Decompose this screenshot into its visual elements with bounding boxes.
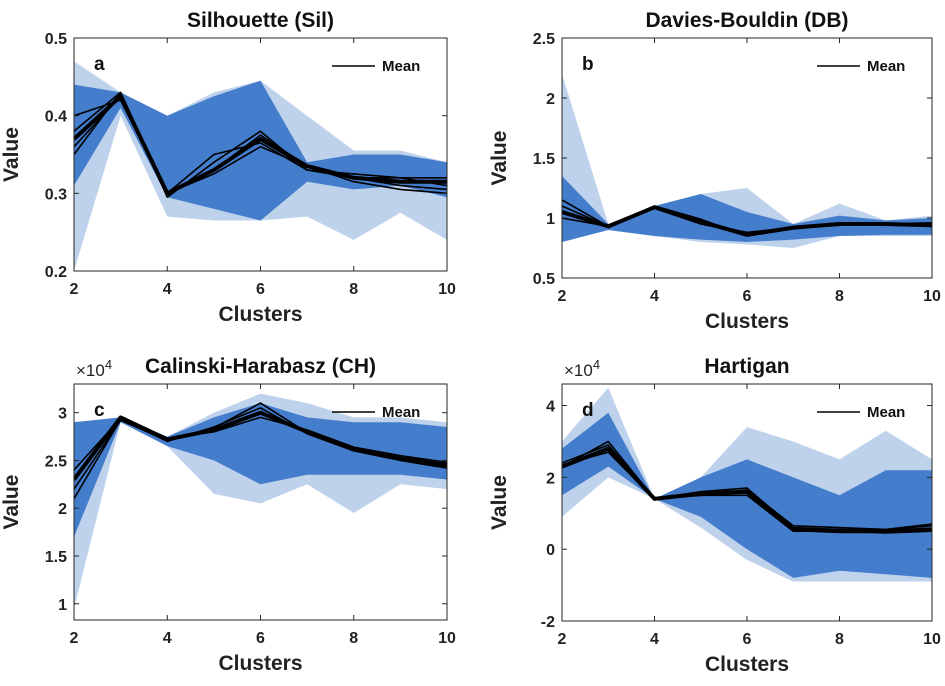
x-axis-label-a: Clusters — [218, 303, 302, 326]
legend-c: Mean — [332, 404, 420, 421]
legend-d: Mean — [817, 404, 905, 421]
y-exponent-label-c: ×104 — [76, 357, 112, 380]
x-tick-label-c-4: 10 — [438, 630, 456, 647]
x-tick-label-b-2: 6 — [743, 288, 752, 305]
y-tick-label-b-0: 0.5 — [533, 271, 555, 288]
legend-label-d: Mean — [867, 404, 905, 421]
mean-line-b-3 — [562, 205, 932, 234]
x-tick-label-d-2: 6 — [743, 631, 752, 648]
y-tick-label-a-0: 0.2 — [45, 264, 67, 281]
panel-letter-a: a — [94, 54, 105, 75]
y-tick-label-b-1: 1 — [546, 211, 555, 228]
y-tick-label-d-3: 4 — [546, 399, 555, 416]
x-tick-label-d-4: 10 — [923, 631, 941, 648]
panel-letter-c: c — [94, 400, 105, 421]
exponent-power-d: 4 — [593, 357, 600, 372]
chart-title-d: Hartigan — [704, 355, 789, 378]
y-tick-label-d-0: -2 — [541, 614, 555, 631]
exponent-power-c: 4 — [105, 357, 112, 372]
panel-b: 2 4 6 8 10 0.5 1 1.5 2 2.5 Davies-Bouldin (DB) Clus… — [488, 9, 941, 333]
y-axis-label-c: Value — [0, 475, 23, 530]
x-tick-label-d-3: 8 — [835, 631, 844, 648]
legend-label-c: Mean — [382, 404, 420, 421]
plot-area-b — [562, 74, 932, 248]
x-axis-label-d: Clusters — [705, 653, 789, 676]
x-tick-label-a-1: 4 — [163, 281, 172, 298]
x-tick-label-d-0: 2 — [558, 631, 567, 648]
legend-label-b: Mean — [867, 58, 905, 75]
y-tick-label-d-2: 2 — [546, 470, 555, 487]
y-axis-label-b: Value — [488, 131, 511, 186]
panel-c: 2 4 6 8 10 1 1.5 2 2.5 3 Calinski-Harabasz (CH) ×10… — [0, 355, 456, 675]
mean-line-d-2 — [562, 451, 932, 534]
panel-letter-d: d — [582, 400, 594, 421]
envelope-band-c — [74, 403, 447, 537]
x-tick-label-d-1: 4 — [650, 631, 659, 648]
x-tick-label-b-3: 8 — [835, 288, 844, 305]
chart-title-b: Davies-Bouldin (DB) — [645, 9, 848, 32]
mean-line-c-3 — [74, 402, 447, 490]
envelope-band-a — [74, 80, 447, 221]
y-axis-label-a: Value — [0, 127, 23, 182]
y-tick-label-b-2: 1.5 — [533, 151, 555, 168]
x-axis-label-c: Clusters — [218, 652, 302, 675]
y-tick-label-a-2: 0.4 — [45, 109, 67, 126]
envelope-band-light-b — [562, 74, 932, 248]
x-tick-label-a-4: 10 — [438, 281, 456, 298]
y-tick-label-c-2: 2 — [58, 501, 67, 518]
x-tick-label-b-4: 10 — [923, 288, 941, 305]
mean-line-d-3 — [562, 440, 932, 531]
x-tick-label-c-3: 8 — [349, 630, 358, 647]
x-tick-label-a-0: 2 — [70, 281, 79, 298]
x-tick-label-a-3: 8 — [349, 281, 358, 298]
exponent-base-c: ×10 — [76, 361, 105, 380]
panel-letter-b: b — [582, 54, 594, 75]
plot-area-d — [562, 387, 932, 582]
y-tick-label-b-3: 2 — [546, 91, 555, 108]
x-tick-label-c-1: 4 — [163, 630, 172, 647]
chart-title-a: Silhouette (Sil) — [187, 9, 334, 32]
y-tick-label-c-4: 3 — [58, 406, 67, 423]
mean-line-a-2 — [74, 99, 447, 195]
y-axis-label-d: Value — [488, 475, 511, 530]
mean-line-c-2 — [74, 416, 447, 471]
x-tick-label-c-2: 6 — [256, 630, 265, 647]
chart-title-c: Calinski-Harabasz (CH) — [145, 355, 376, 378]
mean-line-a-4 — [74, 95, 447, 195]
plot-area-a — [74, 61, 447, 271]
x-tick-label-c-0: 2 — [70, 630, 79, 647]
y-tick-label-b-4: 2.5 — [533, 31, 555, 48]
y-tick-label-d-1: 0 — [546, 542, 555, 559]
x-tick-label-a-2: 6 — [256, 281, 265, 298]
panel-a: 2 4 6 8 10 0.2 0.3 0.4 0.5 Silhouette (Sil) Cluste… — [0, 9, 456, 326]
plot-area-c — [74, 393, 447, 609]
x-tick-label-b-0: 2 — [558, 288, 567, 305]
y-tick-label-c-0: 1 — [58, 597, 67, 614]
mean-line-a-3 — [74, 91, 447, 195]
y-tick-label-c-1: 1.5 — [45, 549, 67, 566]
mean-line-d-0 — [562, 446, 932, 534]
x-axis-label-b: Clusters — [705, 310, 789, 333]
y-tick-label-a-1: 0.3 — [45, 186, 67, 203]
y-tick-label-a-3: 0.5 — [45, 31, 67, 48]
exponent-base-d: ×10 — [564, 361, 593, 380]
y-tick-label-c-3: 2.5 — [45, 453, 67, 470]
x-tick-label-b-1: 4 — [650, 288, 659, 305]
legend-label-a: Mean — [382, 58, 420, 75]
legend-a: Mean — [332, 58, 420, 75]
legend-b: Mean — [817, 58, 905, 75]
y-exponent-label-d: ×104 — [564, 357, 600, 380]
